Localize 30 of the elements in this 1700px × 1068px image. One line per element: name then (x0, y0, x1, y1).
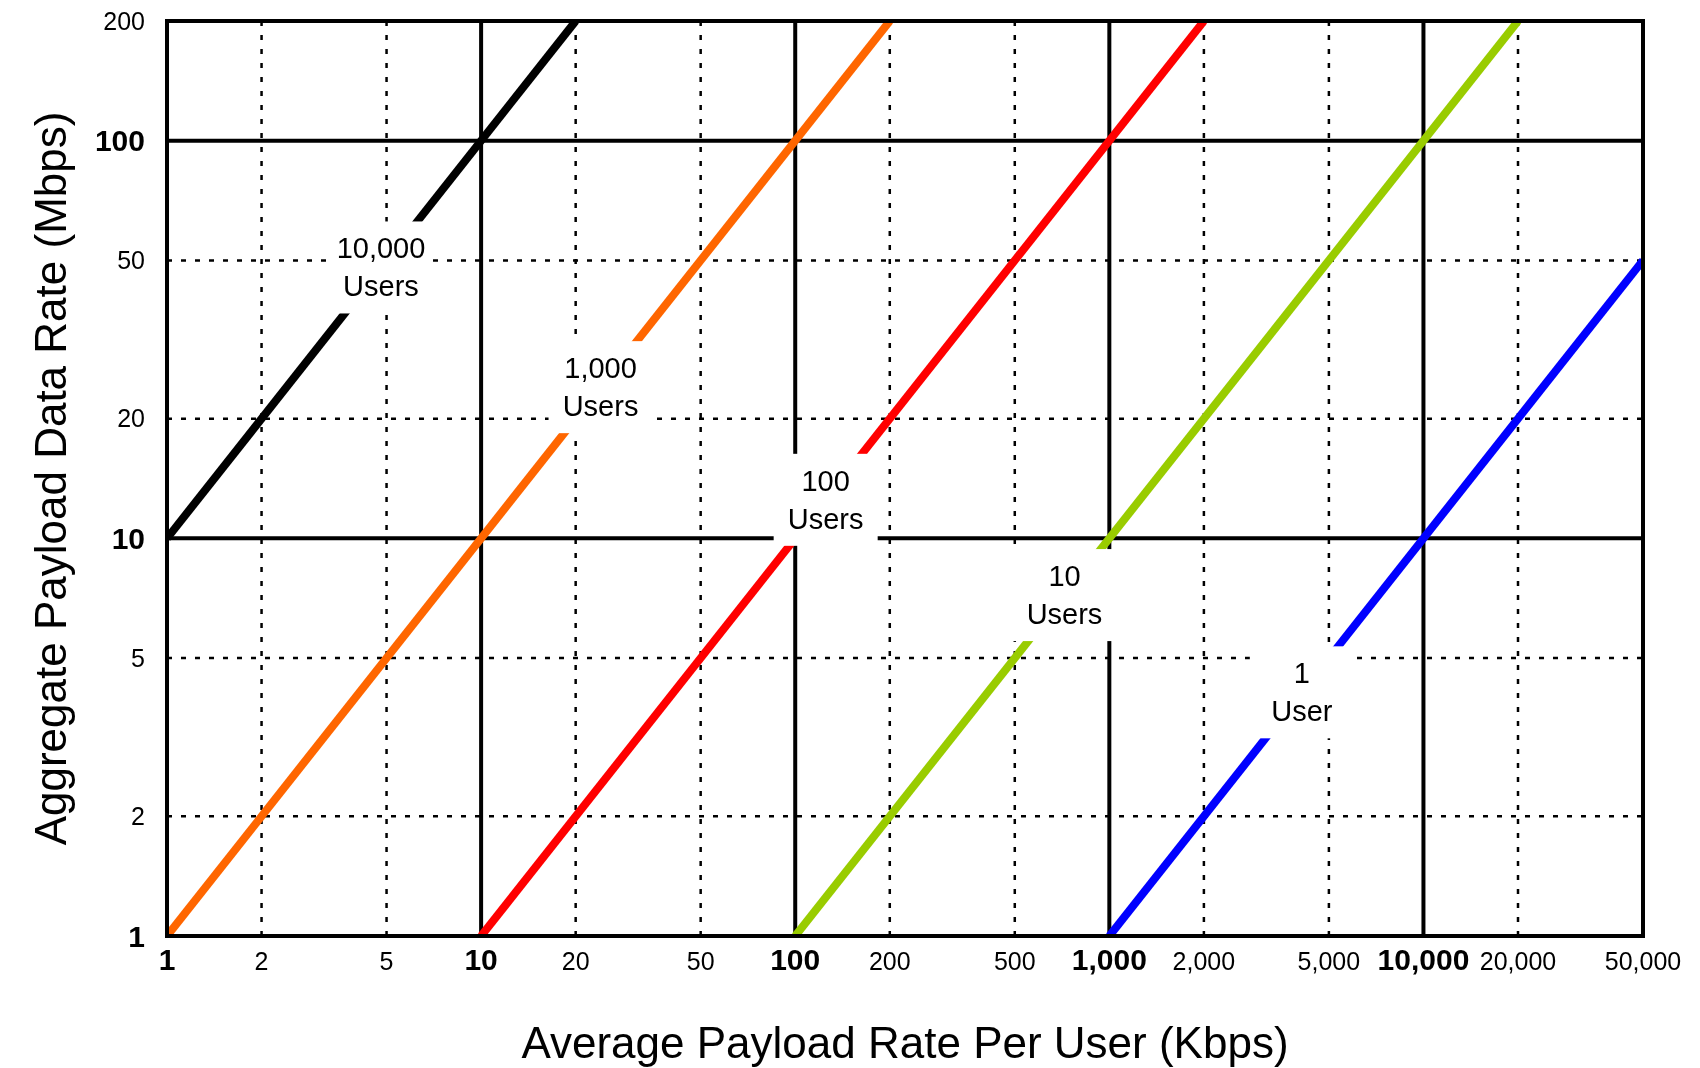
annotation: 100 Users (787, 464, 864, 535)
y-tick-label: 10 (111, 521, 145, 555)
y-tick-label: 100 (94, 124, 145, 158)
x-tick-label: 10 (464, 943, 498, 976)
x-tick-label: 5,000 (1297, 947, 1361, 975)
x-tick-label: 200 (868, 947, 911, 975)
x-tick-label: 1 (158, 943, 176, 976)
x-tick-label: 1,000 (1071, 943, 1147, 976)
y-tick-label: 20 (117, 404, 145, 433)
x-tick-label: 500 (993, 947, 1036, 975)
x-tick-label: 10,000 (1377, 943, 1470, 976)
x-tick-label: 20,000 (1479, 947, 1557, 975)
annotation: 1 User (1271, 657, 1333, 728)
x-tick-label: 100 (770, 943, 821, 976)
x-tick-label: 50 (686, 947, 715, 975)
x-tick-label: 50,000 (1604, 947, 1682, 975)
annotation: 10 Users (1026, 560, 1103, 631)
y-axis-title: Aggregate Payload Data Rate (Mbps) (26, 111, 75, 846)
annotation: 10,000 Users (336, 232, 426, 303)
y-tick-label: 200 (103, 6, 145, 35)
annotation: 1,000 Users (562, 352, 639, 423)
x-tick-label: 5 (379, 947, 394, 975)
y-tick-label: 1 (128, 919, 145, 953)
x-axis-title: Average Payload Rate Per User (Kbps) (521, 1018, 1289, 1067)
x-tick-label: 2,000 (1172, 947, 1236, 975)
x-tick-label: 2 (254, 947, 269, 975)
y-tick-label: 2 (131, 802, 145, 831)
y-tick-label: 50 (117, 246, 145, 275)
x-tick-label: 20 (561, 947, 590, 975)
y-tick-label: 5 (131, 643, 145, 672)
